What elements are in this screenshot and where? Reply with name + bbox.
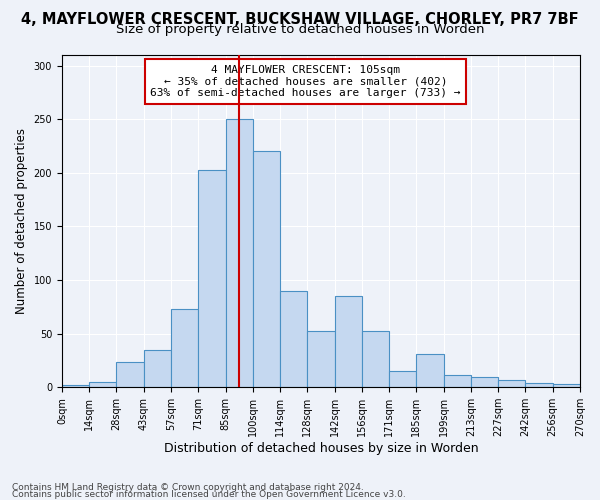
Bar bbox=[171, 309, 198, 387]
Bar bbox=[389, 371, 416, 387]
Bar bbox=[335, 296, 362, 387]
Bar bbox=[443, 376, 471, 387]
Bar bbox=[526, 383, 553, 387]
Text: 4 MAYFLOWER CRESCENT: 105sqm
← 35% of detached houses are smaller (402)
63% of s: 4 MAYFLOWER CRESCENT: 105sqm ← 35% of de… bbox=[150, 65, 461, 98]
Text: Contains HM Land Registry data © Crown copyright and database right 2024.: Contains HM Land Registry data © Crown c… bbox=[12, 484, 364, 492]
Bar bbox=[198, 170, 226, 387]
Text: Size of property relative to detached houses in Worden: Size of property relative to detached ho… bbox=[116, 22, 484, 36]
Bar bbox=[362, 332, 389, 387]
Bar bbox=[416, 354, 443, 387]
Bar bbox=[253, 152, 280, 387]
Y-axis label: Number of detached properties: Number of detached properties bbox=[15, 128, 28, 314]
Bar bbox=[280, 291, 307, 387]
Bar bbox=[144, 350, 171, 387]
Bar bbox=[226, 120, 253, 387]
Bar bbox=[553, 384, 580, 387]
Text: 4, MAYFLOWER CRESCENT, BUCKSHAW VILLAGE, CHORLEY, PR7 7BF: 4, MAYFLOWER CRESCENT, BUCKSHAW VILLAGE,… bbox=[21, 12, 579, 28]
X-axis label: Distribution of detached houses by size in Worden: Distribution of detached houses by size … bbox=[164, 442, 478, 455]
Bar bbox=[498, 380, 526, 387]
Bar bbox=[89, 382, 116, 387]
Bar bbox=[62, 385, 89, 387]
Bar bbox=[307, 332, 335, 387]
Text: Contains public sector information licensed under the Open Government Licence v3: Contains public sector information licen… bbox=[12, 490, 406, 499]
Bar bbox=[471, 376, 498, 387]
Bar bbox=[116, 362, 144, 387]
